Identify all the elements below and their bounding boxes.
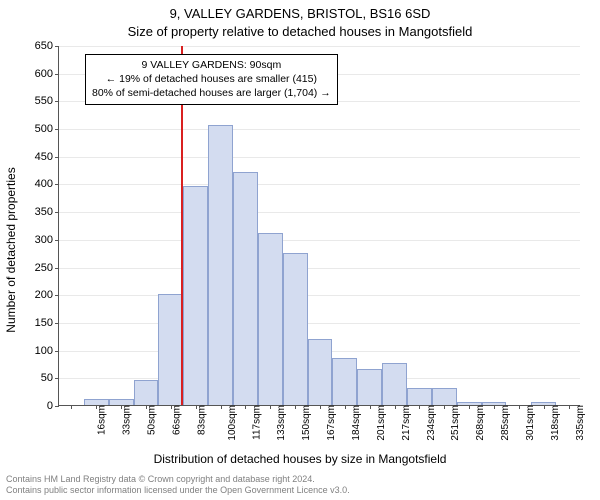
- xtick-label: 184sqm: [349, 405, 362, 441]
- histogram-bar: [258, 233, 283, 405]
- gridline: [59, 240, 580, 241]
- xtick-label: 217sqm: [399, 405, 412, 441]
- xtick-mark: [569, 405, 570, 409]
- xtick-label: 268sqm: [473, 405, 486, 441]
- xtick-label: 301sqm: [523, 405, 536, 441]
- xtick-label: 66sqm: [170, 405, 183, 435]
- gridline: [59, 157, 580, 158]
- gridline: [59, 212, 580, 213]
- xtick-label: 318sqm: [548, 405, 561, 441]
- annotation-box: 9 VALLEY GARDENS: 90sqm← 19% of detached…: [85, 54, 338, 105]
- histogram-bar: [183, 186, 208, 405]
- xtick-mark: [469, 405, 470, 409]
- ytick-label: 400: [35, 178, 59, 190]
- xtick-label: 100sqm: [225, 405, 238, 441]
- ytick-label: 0: [47, 400, 59, 412]
- xtick-mark: [494, 405, 495, 409]
- xtick-mark: [370, 405, 371, 409]
- gridline: [59, 129, 580, 130]
- xtick-mark: [270, 405, 271, 409]
- xtick-label: 83sqm: [194, 405, 207, 435]
- histogram-bar: [308, 339, 333, 405]
- xtick-mark: [395, 405, 396, 409]
- xtick-label: 201sqm: [374, 405, 387, 441]
- ytick-label: 150: [35, 317, 59, 329]
- xtick-label: 16sqm: [95, 405, 108, 435]
- xtick-mark: [444, 405, 445, 409]
- y-axis-label: Number of detached properties: [4, 167, 18, 332]
- histogram-bar: [382, 363, 407, 405]
- xtick-mark: [245, 405, 246, 409]
- chart-title-line2: Size of property relative to detached ho…: [0, 24, 600, 39]
- histogram-bar: [233, 172, 258, 405]
- ytick-label: 550: [35, 95, 59, 107]
- xtick-mark: [221, 405, 222, 409]
- xtick-mark: [171, 405, 172, 409]
- xtick-mark: [146, 405, 147, 409]
- xtick-mark: [519, 405, 520, 409]
- xtick-mark: [121, 405, 122, 409]
- xtick-label: 167sqm: [324, 405, 337, 441]
- xtick-mark: [345, 405, 346, 409]
- histogram-bar: [407, 388, 432, 405]
- xtick-label: 335sqm: [573, 405, 586, 441]
- xtick-label: 117sqm: [249, 405, 262, 440]
- xtick-label: 285sqm: [498, 405, 511, 441]
- gridline: [59, 323, 580, 324]
- xtick-mark: [71, 405, 72, 409]
- xtick-mark: [320, 405, 321, 409]
- histogram-bar: [357, 369, 382, 405]
- xtick-mark: [96, 405, 97, 409]
- x-axis-label: Distribution of detached houses by size …: [0, 452, 600, 466]
- xtick-label: 33sqm: [120, 405, 133, 435]
- footer-line1: Contains HM Land Registry data © Crown c…: [6, 474, 350, 485]
- xtick-label: 50sqm: [145, 405, 158, 435]
- histogram-bar: [208, 125, 233, 405]
- footer: Contains HM Land Registry data © Crown c…: [6, 474, 350, 497]
- ytick-label: 500: [35, 123, 59, 135]
- gridline: [59, 268, 580, 269]
- annotation-line: ← 19% of detached houses are smaller (41…: [92, 72, 331, 86]
- ytick-label: 650: [35, 40, 59, 52]
- ytick-label: 100: [35, 345, 59, 357]
- xtick-label: 133sqm: [275, 405, 288, 441]
- xtick-mark: [196, 405, 197, 409]
- histogram-bar: [158, 294, 183, 405]
- chart-title-line1: 9, VALLEY GARDENS, BRISTOL, BS16 6SD: [0, 6, 600, 21]
- gridline: [59, 46, 580, 47]
- plot-area: 0501001502002503003504004505005506006501…: [58, 46, 580, 406]
- ytick-label: 350: [35, 206, 59, 218]
- xtick-mark: [544, 405, 545, 409]
- ytick-label: 450: [35, 151, 59, 163]
- gridline: [59, 295, 580, 296]
- annotation-line: 9 VALLEY GARDENS: 90sqm: [92, 58, 331, 72]
- annotation-line: 80% of semi-detached houses are larger (…: [92, 86, 331, 100]
- ytick-label: 50: [41, 372, 59, 384]
- ytick-label: 300: [35, 234, 59, 246]
- gridline: [59, 184, 580, 185]
- histogram-bar: [432, 388, 457, 405]
- chart-container: 9, VALLEY GARDENS, BRISTOL, BS16 6SD Siz…: [0, 0, 600, 500]
- histogram-bar: [134, 380, 159, 405]
- xtick-mark: [295, 405, 296, 409]
- xtick-label: 251sqm: [449, 405, 462, 441]
- xtick-mark: [419, 405, 420, 409]
- ytick-label: 600: [35, 68, 59, 80]
- footer-line2: Contains public sector information licen…: [6, 485, 350, 496]
- xtick-label: 150sqm: [299, 405, 312, 441]
- ytick-label: 200: [35, 289, 59, 301]
- ytick-label: 250: [35, 262, 59, 274]
- xtick-label: 234sqm: [424, 405, 437, 441]
- histogram-bar: [283, 253, 308, 405]
- histogram-bar: [332, 358, 357, 405]
